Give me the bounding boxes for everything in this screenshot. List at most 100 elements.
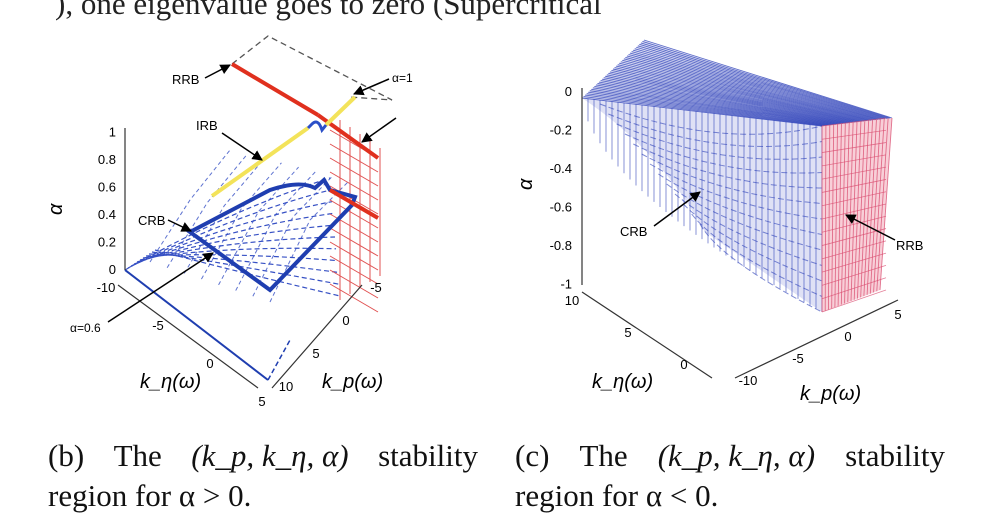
plot-c-mesh-line — [586, 93, 828, 126]
plot-b-z-tick-3: 0.6 — [98, 180, 116, 195]
plot-b-kp-axis — [271, 284, 363, 389]
plot-c-mesh-line — [642, 41, 891, 119]
caption-b-tuple: (k_p, k_η, α) — [191, 438, 349, 473]
plot-b-ky-tick-1: -5 — [152, 318, 164, 333]
plot-b-arrow-irb — [221, 132, 263, 161]
plot-b-mesh-curve — [127, 189, 332, 269]
plot-c-mesh-line — [595, 84, 838, 125]
plot-c-mesh-line — [628, 54, 875, 121]
plot-c-kp-tick-2: 0 — [844, 329, 851, 344]
plot-b-ky-ticks: -10 -5 0 5 — [97, 280, 266, 409]
plot-c-z-label: α — [515, 178, 537, 190]
plot-c-z-tick-1: -0.2 — [550, 123, 572, 138]
plot-c-rrb-mesh-hline — [821, 154, 887, 167]
plot-c-z-ticks: 0 -0.2 -0.4 -0.6 -0.8 -1 — [550, 84, 572, 292]
plot-c-ky-label: k_η(ω) — [592, 371, 653, 393]
plot-c-mesh-line — [602, 78, 845, 124]
plot-c-mesh-line — [640, 42, 889, 119]
plot-c-rrb-mesh-hline — [821, 191, 887, 207]
plot-c-mesh-line — [611, 70, 856, 123]
plot-c-mesh-line — [620, 61, 866, 122]
plot-c-mesh-line — [634, 48, 882, 120]
plot-b-mesh-curve — [151, 251, 340, 285]
plot-b-z-tick-0: 0 — [109, 262, 116, 277]
plot-b-kp-tick-2: 5 — [312, 346, 319, 361]
plot-c-annot-rrb: RRB — [896, 238, 923, 253]
plot-c-kp-axis — [734, 299, 899, 379]
plot-c-rrb-mesh-hline — [821, 265, 887, 286]
plot-c-mesh-line — [622, 59, 868, 122]
plot-b-z-tick-5: 1 — [109, 125, 116, 140]
plot-c-mesh-curve — [599, 103, 823, 135]
plot-c-mesh-curve — [624, 133, 823, 174]
plot-b-kp-ticks: -5 0 5 10 — [279, 280, 382, 394]
plot-c-rrb-mesh-hline — [821, 252, 887, 273]
plot-c-mesh-line — [608, 72, 852, 124]
plot-c-ky-tick-1: 5 — [624, 325, 631, 340]
plot-c-rrb-mesh-hline — [821, 117, 887, 127]
caption-c-line2: region for α < 0. — [515, 478, 719, 513]
plot-c-z-tick-4: -0.8 — [550, 238, 572, 253]
plot-c-mesh-line — [597, 83, 840, 125]
plot-c-rrb-mesh-hline — [821, 142, 887, 153]
plot-c-ky-axis — [581, 291, 713, 379]
plot-c-mesh-curve — [691, 213, 823, 297]
plot-b-rrb-top-line — [230, 62, 320, 117]
plot-c-mesh-line — [589, 90, 831, 126]
plot-b-irb-line-2 — [324, 95, 357, 127]
plot-b-crb-outline — [186, 176, 358, 293]
plot-c-mesh-line — [583, 96, 824, 127]
plot-b-kp-tick-1: 0 — [342, 313, 349, 328]
plot-c-rrb-mesh — [821, 117, 893, 313]
plot-b-rrb-mesh-line — [329, 227, 379, 257]
plot-b-annot-alpha1: α=1 — [392, 71, 413, 85]
caption-b-line2: region for α > 0. — [48, 478, 252, 513]
plot-b-irb-notch — [306, 120, 328, 134]
plot-b-mesh-curve — [124, 177, 331, 271]
plot-c-mesh-line — [623, 58, 870, 122]
plot-b-arrow-rrb — [204, 64, 231, 79]
plot-c-mesh-line — [603, 77, 847, 124]
plot-c-mesh-line — [609, 71, 854, 123]
plot-c-mesh-line — [617, 64, 863, 122]
caption-c-word-1: The — [579, 438, 628, 473]
plot-b-mesh-line — [235, 171, 317, 291]
plot-b-rrb-lower-line — [328, 188, 380, 220]
plot-b-rrb-mesh-line — [329, 143, 379, 173]
plot-c-kp-tick-0: -10 — [739, 373, 758, 388]
plot-b-mesh-curve — [154, 249, 341, 297]
plot-b-rrb-mesh-line — [329, 157, 379, 187]
plot-c-mesh-line — [619, 62, 865, 122]
plot-c-rrb-mesh-hline — [821, 203, 887, 220]
cropped-top-text: ), one eigenvalue goes to zero (Supercri… — [55, 0, 602, 21]
caption-b-word-3: stability — [378, 438, 478, 473]
plot-c-mesh-curve — [641, 153, 823, 204]
plot-c-mesh-line — [592, 87, 835, 126]
plot-b-rrb-mesh-line — [329, 283, 379, 313]
plot-b-arrow-crb — [167, 219, 192, 232]
plot-b-ky-tick-2: 0 — [206, 356, 213, 371]
plot-b-alpha1-outline — [231, 35, 393, 101]
plot-c-ky-ticks: 10 5 0 — [565, 293, 688, 372]
plot-c-mesh-line — [598, 81, 842, 125]
plot-c-z-tick-5: -1 — [560, 277, 572, 292]
plot-b-z-tick-2: 0.4 — [98, 207, 116, 222]
plot-b-mesh-line — [200, 162, 282, 280]
plot-b-annot-irb: IRB — [196, 118, 218, 133]
plot-c-ky-tick-0: 10 — [565, 293, 579, 308]
plot-c-mesh-line — [643, 39, 893, 119]
plot-c-kp-label: k_p(ω) — [800, 383, 861, 405]
plot-b-mesh-curve — [139, 236, 336, 261]
plot-c-z-tick-0: 0 — [565, 84, 572, 99]
plot-c-mesh-line — [633, 49, 880, 120]
plot-b-kp-label: k_p(ω) — [322, 371, 383, 393]
plot-c-mesh-line — [605, 75, 849, 124]
plot-b-arrow-alpha1 — [353, 78, 390, 96]
plot-b-ky-tick-0: -10 — [97, 280, 116, 295]
plot-c-arrow-rrb — [845, 214, 896, 241]
plot-c-rrb-mesh-hline — [821, 277, 887, 300]
plot-c-mesh-curve — [699, 223, 823, 313]
plot-b-ky-tick-3: 5 — [258, 394, 265, 409]
plot-c-mesh-line — [639, 43, 887, 120]
